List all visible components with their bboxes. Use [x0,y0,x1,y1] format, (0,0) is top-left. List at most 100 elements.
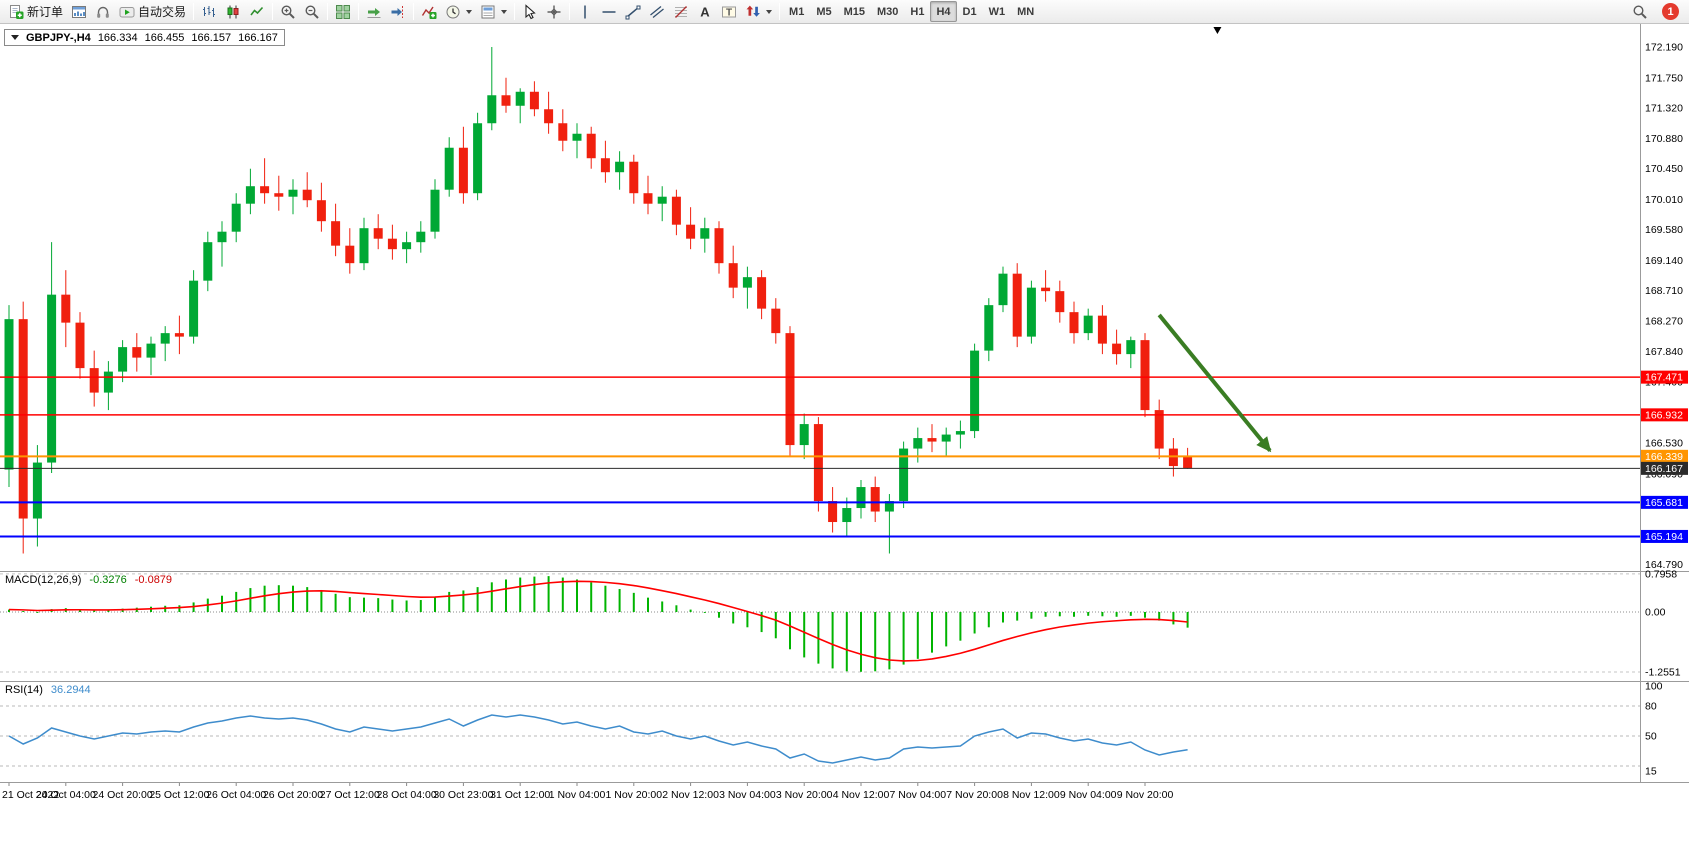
svg-text:27 Oct 12:00: 27 Oct 12:00 [320,789,380,801]
svg-text:168.270: 168.270 [1645,316,1683,328]
svg-text:169.580: 169.580 [1645,224,1683,236]
svg-text:0.7958: 0.7958 [1645,568,1677,580]
bar-chart-icon [203,5,216,17]
templates-button[interactable] [476,1,511,22]
timeframe-h4[interactable]: H4 [930,1,957,22]
svg-text:2 Nov 12:00: 2 Nov 12:00 [662,789,719,801]
chart-canvas[interactable]: 172.190 171.750 171.320 170.880 170.450 170.0… [0,24,1689,824]
toolbar-separator [779,3,781,20]
svg-text:15: 15 [1645,766,1657,778]
svg-text:167.471: 167.471 [1645,372,1683,384]
zoom-out-button[interactable] [300,1,324,22]
svg-text:170.450: 170.450 [1645,163,1683,175]
macd-pane: 0.7958 0.00 -1.2551 [0,568,1681,679]
zoom-in-icon [281,4,295,19]
auto-scroll-icon [367,7,381,18]
cursor-button[interactable] [518,1,542,22]
svg-text:100: 100 [1645,681,1663,693]
notification-count: 1 [1667,5,1674,18]
zoom-in-button[interactable] [276,1,300,22]
timeframe-d1[interactable]: D1 [957,1,983,22]
market-depth-button[interactable] [91,1,115,22]
svg-text:170.880: 170.880 [1645,133,1683,145]
new-order-icon [10,4,24,19]
timeframe-mn[interactable]: MN [1011,1,1040,22]
timeframe-m30[interactable]: M30 [871,1,904,22]
zoom-out-icon [305,4,319,19]
timeframe-m5[interactable]: M5 [810,1,837,22]
svg-text:168.710: 168.710 [1645,285,1683,297]
trendline-button[interactable] [621,1,645,22]
rsi-label[interactable]: RSI(14) 36.2944 [5,684,91,696]
svg-text:30 Oct 23:00: 30 Oct 23:00 [433,789,493,801]
indicators-icon [421,6,437,19]
svg-text:169.140: 169.140 [1645,255,1683,267]
crosshair-icon [547,5,561,18]
svg-text:172.190: 172.190 [1645,41,1683,53]
crosshair-button[interactable] [542,1,566,22]
rsi-name: RSI(14) [5,684,43,696]
svg-text:25 Oct 12:00: 25 Oct 12:00 [149,789,209,801]
timeframe-w1[interactable]: W1 [983,1,1012,22]
market-depth-icon [97,6,109,18]
candles [4,46,1193,554]
new-chart-button[interactable] [67,1,91,22]
macd-name: MACD(12,26,9) [5,574,82,586]
vertical-line-button[interactable] [573,1,597,22]
macd-label[interactable]: MACD(12,26,9) -0.3276 -0.0879 [5,574,172,586]
templates-icon [481,5,495,18]
svg-text:1 Nov 20:00: 1 Nov 20:00 [605,789,662,801]
price-axis-labels: 172.190 171.750 171.320 170.880 170.450 170.0… [1645,41,1683,571]
svg-text:3 Nov 20:00: 3 Nov 20:00 [776,789,833,801]
svg-text:80: 80 [1645,701,1657,713]
text-button[interactable]: A [693,1,717,22]
svg-text:166.932: 166.932 [1645,409,1683,421]
text-icon: A [700,4,710,19]
periods-button[interactable] [441,1,476,22]
svg-text:8 Nov 12:00: 8 Nov 12:00 [1003,789,1060,801]
notification-badge[interactable]: 1 [1662,3,1679,20]
svg-text:1 Nov 04:00: 1 Nov 04:00 [549,789,606,801]
trend-arrow [1157,313,1272,453]
tile-windows-icon [336,4,351,19]
horizontal-line-button[interactable] [597,1,621,22]
svg-text:50: 50 [1645,731,1657,743]
svg-text:24 Oct 04:00: 24 Oct 04:00 [36,789,96,801]
bar-chart-button[interactable] [197,1,221,22]
candlestick-button[interactable] [221,1,245,22]
svg-text:3 Nov 04:00: 3 Nov 04:00 [719,789,776,801]
ohlc-high: 166.455 [144,31,185,44]
auto-scroll-button[interactable] [362,1,386,22]
indicators-button[interactable] [417,1,441,22]
toolbar-separator [193,3,195,20]
horizontal-line-icon [602,10,616,13]
toolbar-separator [358,3,360,20]
svg-text:7 Nov 04:00: 7 Nov 04:00 [889,789,946,801]
chart-shift-button[interactable] [386,1,410,22]
timeframe-m1[interactable]: M1 [783,1,810,22]
autotrading-icon [119,6,135,17]
timeframe-m15[interactable]: M15 [838,1,871,22]
line-chart-button[interactable] [245,1,269,22]
autotrading-button[interactable]: 自动交易 [115,1,190,22]
tile-windows-button[interactable] [331,1,355,22]
channel-button[interactable] [645,1,669,22]
toolbar: 新订单 自动交易 [0,0,1689,24]
ohlc-close: 166.167 [238,31,278,44]
new-order-button[interactable]: 新订单 [4,1,67,22]
svg-text:31 Oct 12:00: 31 Oct 12:00 [490,789,550,801]
one-click-toggle-icon[interactable] [11,35,19,40]
fibonacci-button[interactable] [669,1,693,22]
periods-clock-icon [446,5,460,18]
text-label-button[interactable]: T [717,1,741,22]
svg-text:26 Oct 20:00: 26 Oct 20:00 [263,789,323,801]
svg-text:165.681: 165.681 [1645,497,1683,509]
timeframe-h1[interactable]: H1 [904,1,930,22]
templates-caret-icon [501,9,508,14]
ohlc-low: 166.157 [191,31,232,44]
pane-borders [0,24,1689,783]
search-button[interactable] [1628,1,1652,22]
arrows-button[interactable] [741,1,776,22]
svg-text:T: T [726,7,732,18]
